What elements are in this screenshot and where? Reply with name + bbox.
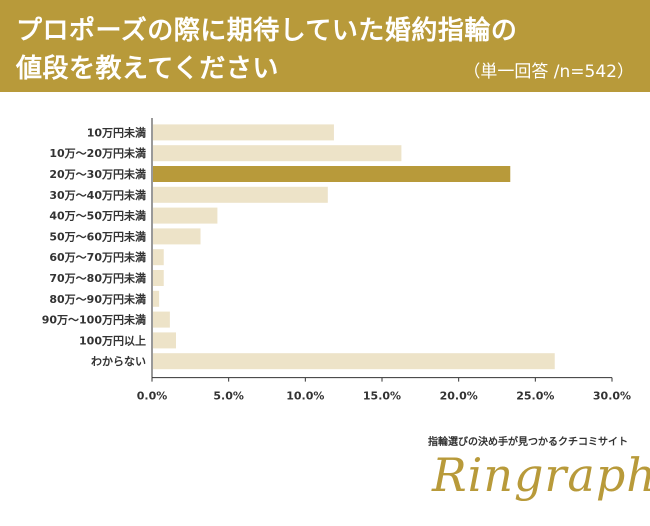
x-tick-label: 25.0% [516, 390, 554, 403]
bar [153, 228, 201, 245]
bar [153, 124, 334, 141]
category-label: 100万円以上 [79, 333, 146, 347]
category-label: わからない [91, 355, 146, 368]
bar [153, 249, 164, 266]
bar [153, 290, 160, 307]
bar [153, 311, 170, 328]
bar [153, 166, 511, 182]
category-label: 90万～100万円未満 [42, 313, 146, 327]
header-banner: プロポーズの際に期待していた婚約指輪の 値段を教えてください （単一回答 /n=… [0, 0, 650, 92]
bar [153, 353, 555, 370]
bar [153, 145, 402, 162]
bar-chart: 10万円未満 10万～20万円未満 20万～30万円未満 30万～40万円未満 40万～… [42, 118, 631, 403]
x-tick-label: 10.0% [286, 390, 324, 403]
x-tick-label: 20.0% [440, 390, 478, 403]
bar [153, 207, 218, 224]
bar [153, 332, 176, 349]
category-label: 40万～50万円未満 [49, 209, 146, 223]
category-label: 10万～20万円未満 [49, 146, 146, 160]
category-label: 30万～40万円未満 [49, 188, 146, 202]
x-tick-label: 15.0% [363, 390, 401, 403]
x-tick-label: 0.0% [137, 390, 168, 403]
category-label: 50万～60万円未満 [49, 229, 146, 243]
sample-size-label: （単一回答 /n=542） [463, 62, 634, 82]
ringraph-logo: Ringraph [432, 448, 650, 502]
bar [153, 186, 328, 203]
x-tick-label: 30.0% [593, 390, 631, 403]
category-label: 20万～30万円未満 [49, 167, 146, 181]
brand-tagline: 指輪選びの決め手が見つかるクチコミサイト [428, 437, 628, 448]
page-title-line-2: 値段を教えてください [16, 54, 279, 84]
bar [153, 270, 164, 286]
category-label: 80万～90万円未満 [49, 292, 146, 306]
page-title-line-1: プロポーズの際に期待していた婚約指輪の [16, 16, 518, 46]
x-tick-label: 5.0% [213, 390, 244, 403]
category-label: 70万～80万円未満 [49, 271, 146, 285]
category-label: 10万円未満 [87, 125, 146, 139]
category-label: 60万～70万円未満 [49, 250, 146, 264]
